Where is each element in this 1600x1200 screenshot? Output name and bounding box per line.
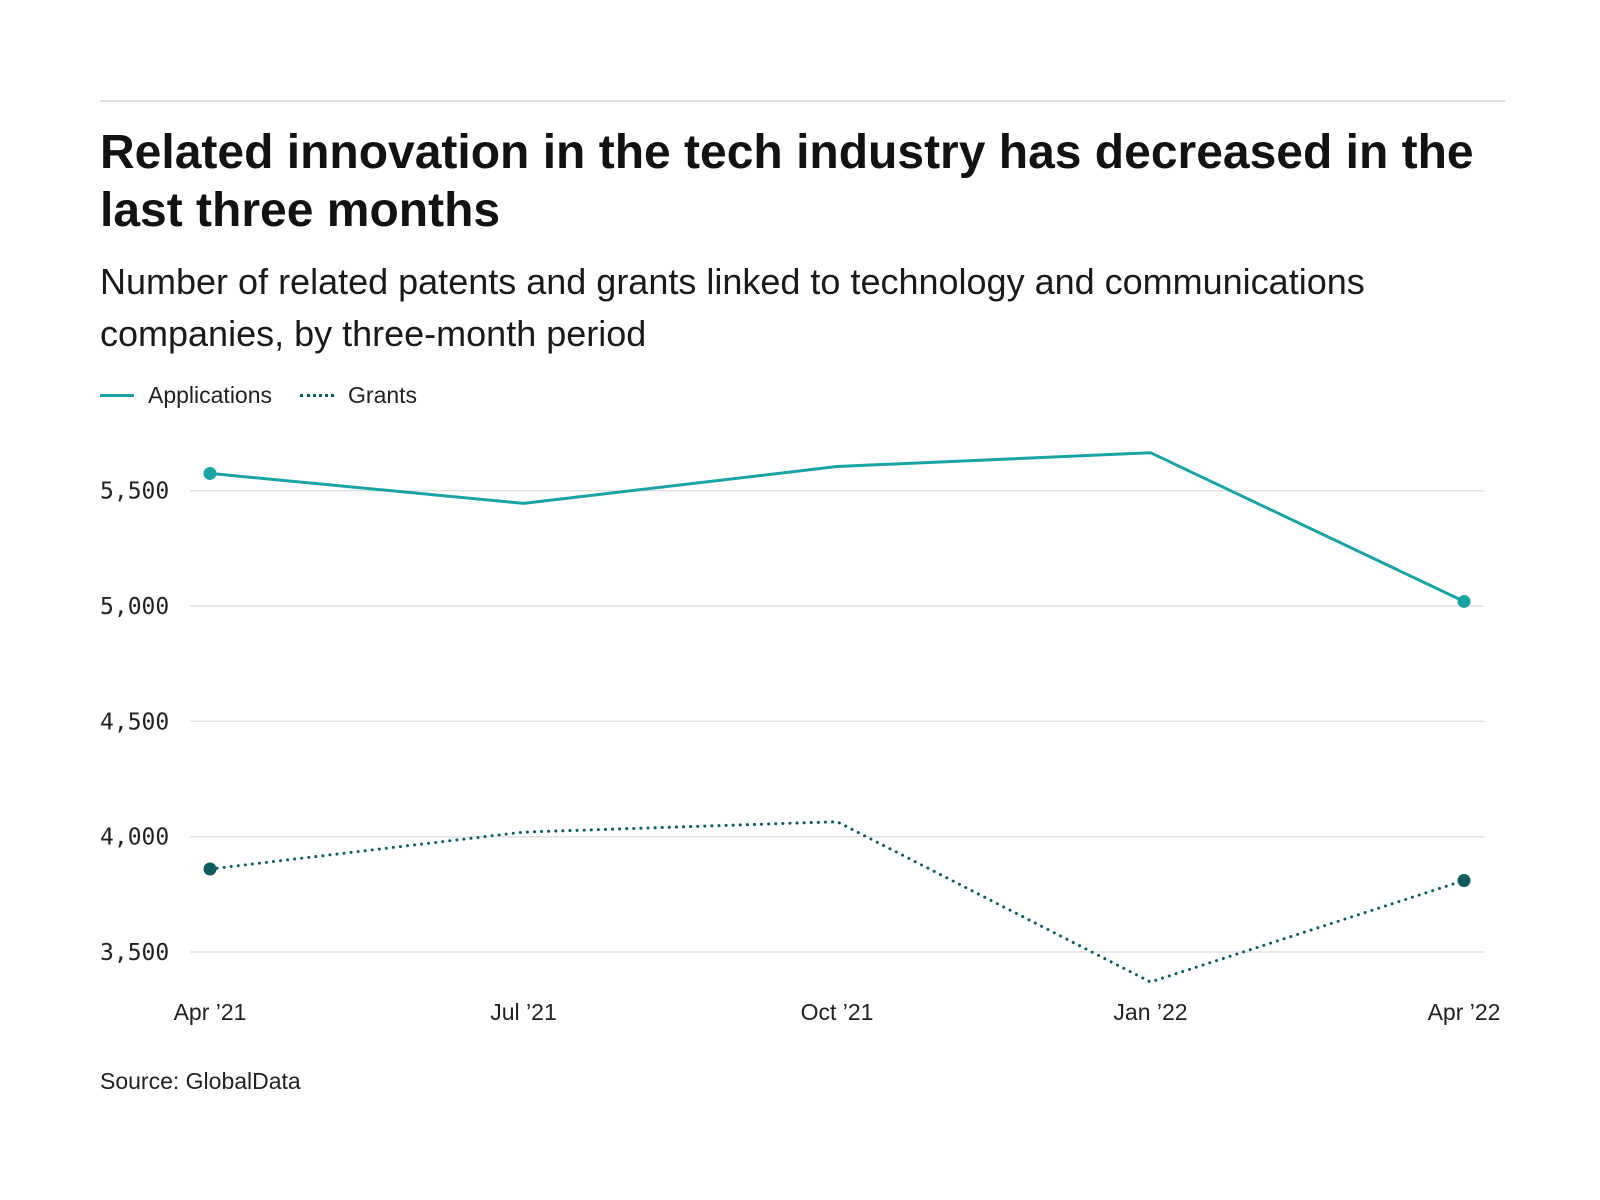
x-tick-label-2: Oct ’21	[801, 999, 874, 1025]
legend-swatch-grants	[300, 393, 335, 397]
legend-item-applications: Applications	[100, 382, 272, 409]
series-line-applications	[209, 451, 1465, 603]
legend-swatch-applications	[100, 393, 134, 397]
source-note: Source: GlobalData	[100, 1068, 301, 1094]
x-tick-label-3: Jan ’22	[1113, 999, 1187, 1025]
y-tick-label-5000: 5,000	[100, 594, 169, 620]
legend-label-applications: Applications	[148, 381, 273, 408]
legend-label-grants: Grants	[348, 381, 418, 408]
y-tick-label-5500: 5,500	[100, 479, 169, 505]
chart-subtitle: Number of related patents and grants lin…	[100, 261, 1365, 354]
data-point-applications-4	[1457, 594, 1471, 608]
line-chart: 3,500 4,000 4,500 5,000 5,500 Apr ’21 Jul ’21 O…	[100, 451, 1501, 1025]
data-point-grants-4	[1457, 874, 1471, 888]
x-tick-label-4: Apr ’22	[1428, 999, 1501, 1025]
legend: Applications Grants	[100, 380, 445, 410]
y-tick-label-3500: 3,500	[100, 940, 169, 966]
y-tick-label-4000: 4,000	[100, 825, 169, 851]
top-divider	[100, 100, 1505, 102]
x-tick-label-1: Jul ’21	[490, 999, 556, 1025]
data-point-applications-0	[203, 466, 217, 480]
series-line-grants	[208, 820, 1466, 984]
legend-item-grants: Grants	[300, 382, 417, 409]
chart-title: Related innovation in the tech industry …	[100, 126, 1474, 237]
data-point-grants-0	[203, 862, 217, 876]
x-tick-label-0: Apr ’21	[174, 999, 247, 1025]
y-tick-label-4500: 4,500	[100, 709, 169, 735]
